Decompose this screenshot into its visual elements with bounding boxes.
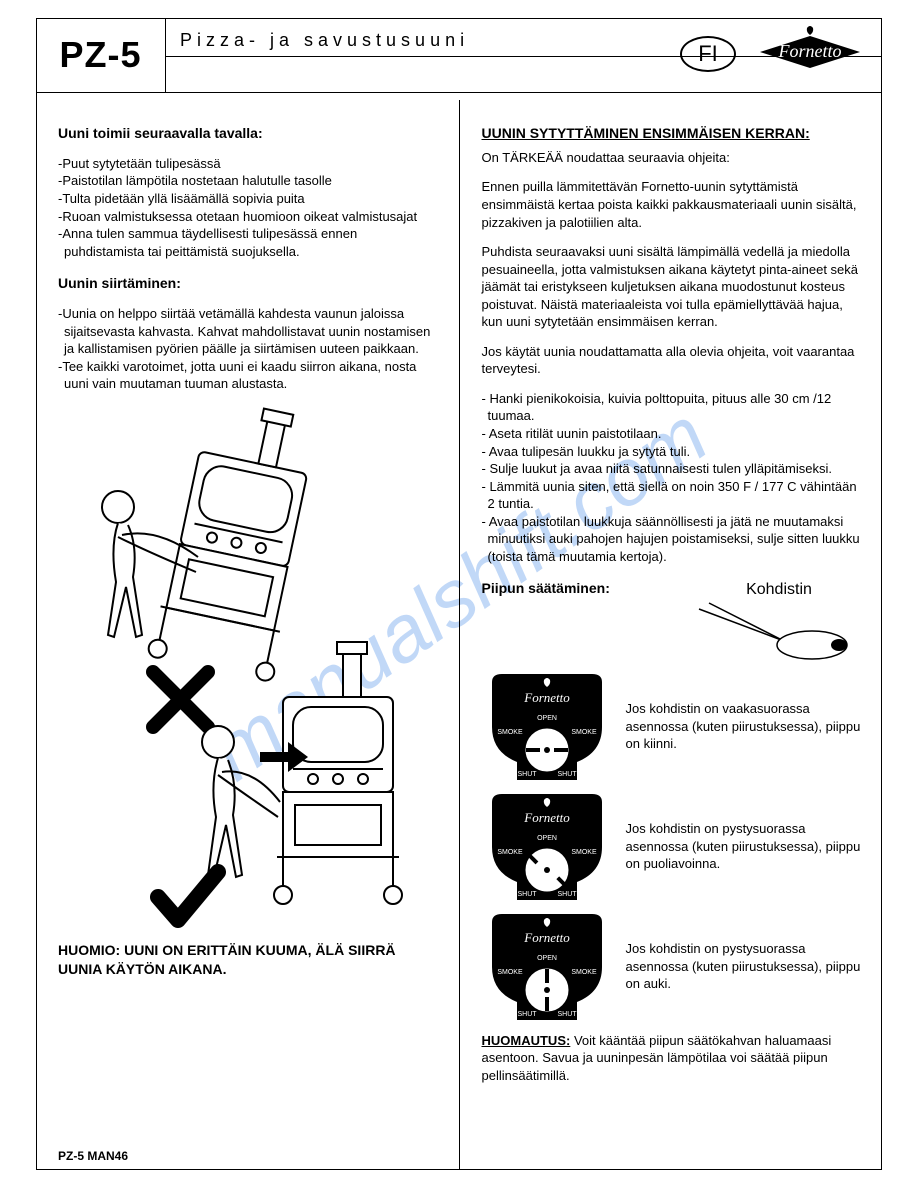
operation-heading: Uuni toimii seuraavalla tavalla: [58,124,441,143]
moving-heading: Uunin siirtäminen: [58,274,441,293]
left-column: Uuni toimii seuraavalla tavalla: -Puut s… [36,100,460,1170]
flue-desc: Jos kohdistin on vaakasuorassa asennossa… [626,700,865,753]
moving-bullets: -Uunia on helppo siirtää vetämällä kahde… [58,305,441,393]
bullet: -Tee kaikki varotoimet, jotta uuni ei ka… [58,358,441,393]
product-title: Pizza- ja savustusuuni [180,30,469,50]
language-badge: FI [680,36,736,72]
svg-text:SMOKE: SMOKE [497,729,523,736]
bullet: -Paistotilan lämpötila nostetaan halutul… [58,172,441,190]
svg-text:OPEN: OPEN [537,835,557,842]
svg-text:Fornetto: Fornetto [778,41,842,61]
flue-desc: Jos kohdistin on pystysuorassa asennossa… [626,820,865,873]
flue-heading: Piipun säätäminen: [482,579,685,598]
svg-text:SMOKE: SMOKE [571,849,597,856]
bullet: -Uunia on helppo siirtää vetämällä kahde… [58,305,441,358]
bullet: -Anna tulen sammua täydellisesti tulipes… [58,225,441,260]
step: - Avaa tulipesän luukku ja sytytä tuli. [482,443,865,461]
svg-text:SHUT: SHUT [557,891,577,898]
svg-text:SMOKE: SMOKE [571,969,597,976]
svg-text:SMOKE: SMOKE [571,729,597,736]
step: - Avaa paistotilan luukkuja säännöllises… [482,513,865,566]
flue-row-half: Fornetto OPEN SMOKE SMOKE SHUT SHUT Jos … [482,792,865,902]
right-column: UUNIN SYTYTTÄMINEN ENSIMMÄISEN KERRAN: O… [460,100,883,1170]
moving-figure [58,407,441,937]
step: - Aseta ritilät uunin paistotilaan. [482,425,865,443]
damper-half-icon: Fornetto OPEN SMOKE SMOKE SHUT SHUT [482,792,612,902]
bullet: -Tulta pidetään yllä lisäämällä sopivia … [58,190,441,208]
flue-section: Piipun säätäminen: Kohdistin [482,579,865,1084]
important-line: On TÄRKEÄÄ noudattaa seuraavia ohjeita: [482,149,865,167]
warn-line: Jos käytät uunia noudattamatta alla olev… [482,343,865,378]
svg-text:SHUT: SHUT [557,771,577,778]
attention-text: HUOMIO: UUNI ON ERITTÄIN KUUMA, ÄLÄ SIIR… [58,941,441,979]
flue-row-open: Fornetto OPEN SMOKE SMOKE SHUT SHUT Jos … [482,912,865,1022]
svg-text:Fornetto: Fornetto [523,810,570,825]
svg-text:SMOKE: SMOKE [497,849,523,856]
svg-text:OPEN: OPEN [537,955,557,962]
brand-logo: Fornetto [750,24,870,85]
step: - Lämmitä uunia siten, että siellä on no… [482,478,865,513]
step: - Hanki pienikokoisia, kuivia polttopuit… [482,390,865,425]
check-icon [158,872,218,920]
svg-text:SMOKE: SMOKE [497,969,523,976]
correct-figure-icon [202,642,402,904]
first-fire-heading: UUNIN SYTYTTÄMINEN ENSIMMÄISEN KERRAN: [482,124,865,143]
svg-text:OPEN: OPEN [537,715,557,722]
svg-text:SHUT: SHUT [517,771,537,778]
flue-desc: Jos kohdistin on pystysuorassa asennossa… [626,940,865,993]
damper-closed-icon: Fornetto OPEN SMOKE SMOKE SHUT SHUT [482,672,612,782]
bullet: -Ruoan valmistuksessa otetaan huomioon o… [58,208,441,226]
model-code: PZ-5 [36,18,166,92]
note-row: HUOMAUTUS: Voit kääntää piipun säätökahv… [482,1032,865,1085]
wrong-figure-icon [102,407,328,682]
operation-bullets: -Puut sytytetään tulipesässä -Paistotila… [58,155,441,260]
svg-text:Fornetto: Fornetto [523,930,570,945]
footer-code: PZ-5 MAN46 [58,1148,128,1164]
svg-text:SHUT: SHUT [517,1011,537,1018]
cross-icon [153,672,208,727]
content-columns: Uuni toimii seuraavalla tavalla: -Puut s… [36,100,882,1170]
intro-p1: Ennen puilla lämmitettävän Fornetto-uuni… [482,178,865,231]
intro-p2: Puhdista seuraavaksi uuni sisältä lämpim… [482,243,865,331]
steps-list: - Hanki pienikokoisia, kuivia polttopuit… [482,390,865,565]
pointer-label: Kohdistin [694,579,864,601]
svg-text:Fornetto: Fornetto [523,690,570,705]
bullet: -Puut sytytetään tulipesässä [58,155,441,173]
note-label: HUOMAUTUS: [482,1033,571,1048]
flue-row-closed: Fornetto OPEN SMOKE SMOKE SHUT SHUT Jos … [482,672,865,782]
svg-text:SHUT: SHUT [517,891,537,898]
step: - Sulje luukut ja avaa niitä satunnaises… [482,460,865,478]
svg-text:SHUT: SHUT [557,1011,577,1018]
damper-open-icon: Fornetto OPEN SMOKE SMOKE SHUT SHUT [482,912,612,1022]
pointer-icon [694,601,864,661]
